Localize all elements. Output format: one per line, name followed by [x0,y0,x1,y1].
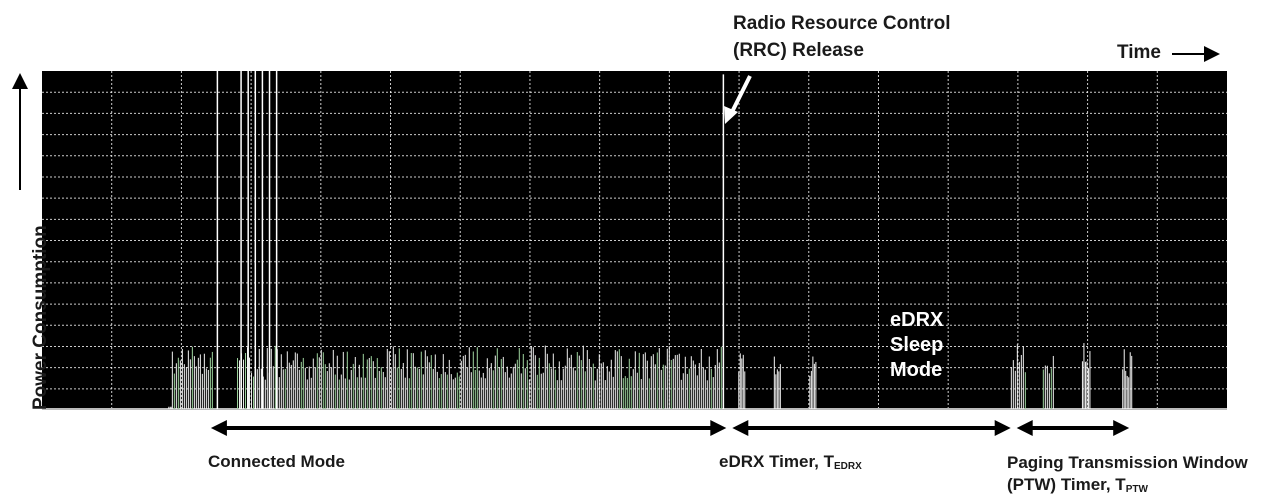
region-arrow-right-head-ptw [1113,420,1130,436]
rrc-release-pointer-head [724,106,738,124]
sleep-line-1: eDRX [890,309,944,331]
connected-mode-label: Connected Mode [208,452,345,472]
mode-region-arrows [210,420,1130,436]
sleep-line-2: Sleep [890,334,944,356]
rrc-line-2: (RRC) Release [733,40,864,61]
ptw-timer-subscript: PTW [1125,484,1148,495]
power-trace [42,71,1227,410]
ptw-line-2: (PTW) Timer, TPTW [1007,474,1248,501]
rrc-line-1: Radio Resource Control [733,13,951,34]
y-axis-label: Power Consumption [30,225,51,410]
edrx-timer-text: eDRX Timer, T [719,452,834,471]
region-arrow-left-head-connected [210,420,227,436]
sleep-line-3: Mode [890,359,943,381]
x-axis-label: Time [1117,42,1162,63]
region-arrow-right-head-edrx [994,420,1011,436]
edrx-sleep-mode-label: eDRX Sleep Mode [890,308,943,383]
connected-mode-text: Connected Mode [208,452,345,471]
edrx-timer-subscript: EDRX [833,461,862,472]
region-arrow-right-head-connected [710,420,727,436]
ptw-line-1: Paging Transmission Window [1007,453,1248,472]
edrx-timer-label: eDRX Timer, TEDRX [719,452,862,472]
ptw-timer-text: (PTW) Timer, T [1007,475,1126,494]
rrc-release-pointer [728,75,752,117]
ptw-timer-label: Paging Transmission Window (PTW) Timer, … [1007,452,1248,501]
rrc-release-annotation: Radio Resource Control (RRC) Release [733,10,950,64]
region-arrow-left-head-ptw [1016,420,1033,436]
region-arrow-left-head-edrx [732,420,749,436]
